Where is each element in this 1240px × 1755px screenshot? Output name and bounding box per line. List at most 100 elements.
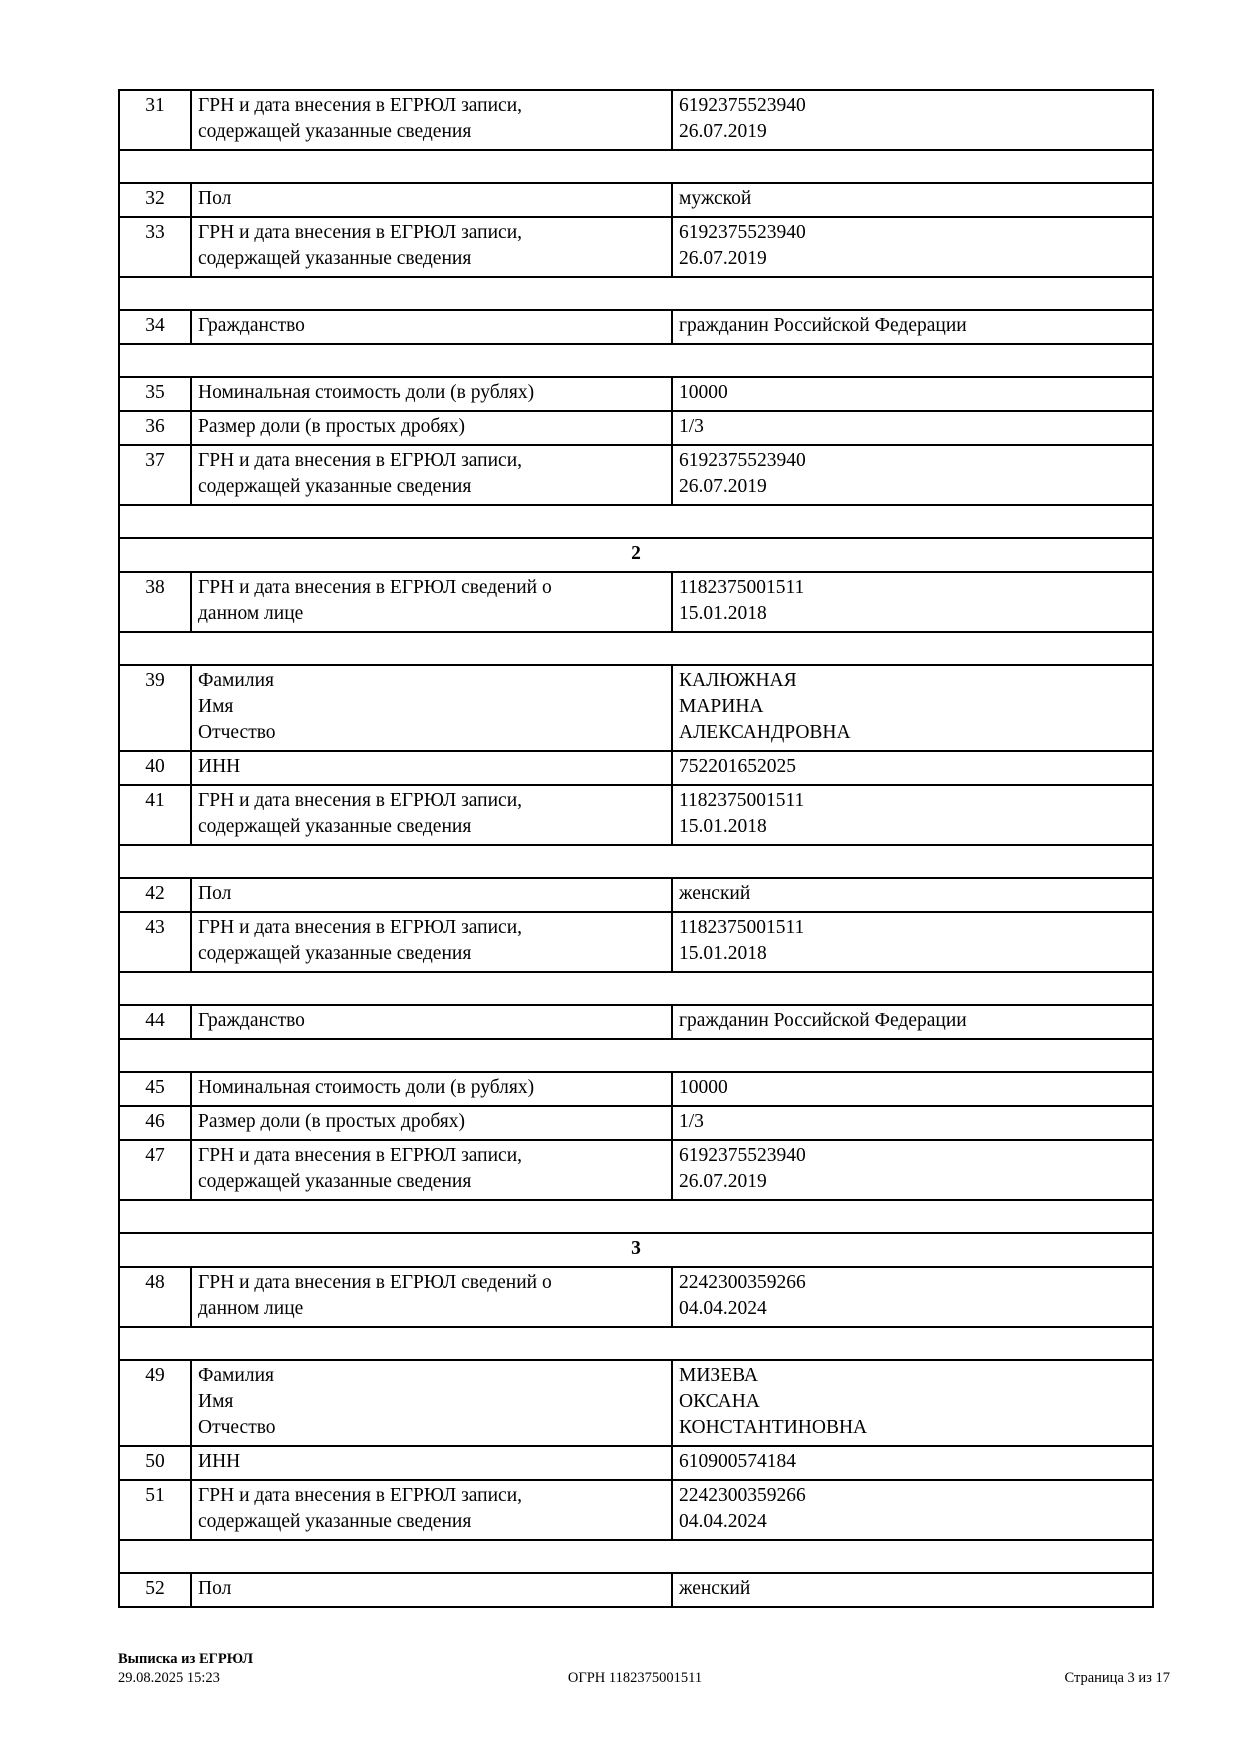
row-number-cell: 37 — [118, 444, 192, 506]
spacer-row — [118, 844, 1154, 879]
row-number-cell: 36 — [118, 410, 192, 446]
spacer-row — [118, 343, 1154, 378]
table-row: 50 ИНН 610900574184 — [118, 1445, 1154, 1481]
spacer-row — [118, 1326, 1154, 1361]
row-value-cell: женский — [671, 1572, 1154, 1608]
footer-left-block: Выписка из ЕГРЮЛ 29.08.2025 15:23 — [118, 1650, 253, 1688]
spacer-row — [118, 149, 1154, 184]
spacer-cell — [118, 844, 1154, 879]
row-value-cell: 1182375001511 15.01.2018 — [671, 571, 1154, 633]
row-value-cell: 10000 — [671, 376, 1154, 412]
row-number-cell: 44 — [118, 1004, 192, 1040]
row-value-cell: 2242300359266 04.04.2024 — [671, 1479, 1154, 1541]
row-label-cell: Пол — [190, 182, 673, 218]
row-number-cell: 48 — [118, 1266, 192, 1328]
group-header-row: 2 — [118, 537, 1154, 573]
row-value-cell: 752201652025 — [671, 750, 1154, 786]
spacer-cell — [118, 1326, 1154, 1361]
spacer-cell — [118, 1038, 1154, 1073]
row-value-cell: 1182375001511 15.01.2018 — [671, 911, 1154, 973]
row-number-cell: 51 — [118, 1479, 192, 1541]
row-label-cell: ГРН и дата внесения в ЕГРЮЛ записи, соде… — [190, 89, 673, 151]
row-value-cell: КАЛЮЖНАЯ МАРИНА АЛЕКСАНДРОВНА — [671, 664, 1154, 752]
footer-page-number: Страница 3 из 17 — [1064, 1670, 1170, 1686]
row-label-cell: ГРН и дата внесения в ЕГРЮЛ записи, соде… — [190, 1479, 673, 1541]
row-value-cell: МИЗЕВА ОКСАНА КОНСТАНТИНОВНА — [671, 1359, 1154, 1447]
row-value-cell: гражданин Российской Федерации — [671, 309, 1154, 345]
row-value-cell: 6192375523940 26.07.2019 — [671, 444, 1154, 506]
row-value-cell: 6192375523940 26.07.2019 — [671, 89, 1154, 151]
row-label-cell: Гражданство — [190, 309, 673, 345]
row-label-cell: Фамилия Имя Отчество — [190, 1359, 673, 1447]
row-label-cell: Размер доли (в простых дробях) — [190, 410, 673, 446]
row-number-cell: 45 — [118, 1071, 192, 1107]
row-label-cell: Номинальная стоимость доли (в рублях) — [190, 1071, 673, 1107]
footer-ogrn: ОГРН 1182375001511 — [567, 1670, 703, 1686]
table-row: 49 Фамилия Имя Отчество МИЗЕВА ОКСАНА КОНС… — [118, 1359, 1154, 1447]
group-number: 3 — [118, 1232, 1154, 1268]
group-number: 2 — [118, 537, 1154, 573]
row-label-cell: ГРН и дата внесения в ЕГРЮЛ сведений о д… — [190, 571, 673, 633]
row-number-cell: 39 — [118, 664, 192, 752]
spacer-cell — [118, 1539, 1154, 1574]
row-number-cell: 47 — [118, 1139, 192, 1201]
spacer-cell — [118, 1199, 1154, 1234]
table-row: 47 ГРН и дата внесения в ЕГРЮЛ записи, со… — [118, 1139, 1154, 1201]
row-number-cell: 49 — [118, 1359, 192, 1447]
spacer-row — [118, 1539, 1154, 1574]
row-number-cell: 32 — [118, 182, 192, 218]
spacer-row — [118, 1199, 1154, 1234]
row-label-cell: ГРН и дата внесения в ЕГРЮЛ записи, соде… — [190, 911, 673, 973]
table-row: 40 ИНН 752201652025 — [118, 750, 1154, 786]
row-label-cell: Фамилия Имя Отчество — [190, 664, 673, 752]
row-value-cell: 6192375523940 26.07.2019 — [671, 216, 1154, 278]
row-number-cell: 34 — [118, 309, 192, 345]
group-header-row: 3 — [118, 1232, 1154, 1268]
row-number-cell: 38 — [118, 571, 192, 633]
spacer-row — [118, 504, 1154, 539]
row-label-cell: ГРН и дата внесения в ЕГРЮЛ сведений о д… — [190, 1266, 673, 1328]
row-value-cell: 2242300359266 04.04.2024 — [671, 1266, 1154, 1328]
table-row: 52 Пол женский — [118, 1572, 1154, 1608]
row-number-cell: 50 — [118, 1445, 192, 1481]
row-value-cell: 1/3 — [671, 410, 1154, 446]
table-row: 32 Пол мужской — [118, 182, 1154, 218]
spacer-cell — [118, 631, 1154, 666]
row-label-cell: Гражданство — [190, 1004, 673, 1040]
row-label-cell: ГРН и дата внесения в ЕГРЮЛ записи, соде… — [190, 444, 673, 506]
row-number-cell: 46 — [118, 1105, 192, 1141]
footer-doc-name: Выписка из ЕГРЮЛ — [118, 1651, 254, 1667]
table-row: 51 ГРН и дата внесения в ЕГРЮЛ записи, со… — [118, 1479, 1154, 1541]
table-row: 37 ГРН и дата внесения в ЕГРЮЛ записи, со… — [118, 444, 1154, 506]
table-row: 43 ГРН и дата внесения в ЕГРЮЛ записи, со… — [118, 911, 1154, 973]
row-label-cell: Размер доли (в простых дробях) — [190, 1105, 673, 1141]
row-label-cell: Пол — [190, 877, 673, 913]
page-footer: Выписка из ЕГРЮЛ 29.08.2025 15:23 ОГРН 1… — [0, 1650, 1240, 1696]
row-value-cell: гражданин Российской Федерации — [671, 1004, 1154, 1040]
spacer-row — [118, 1038, 1154, 1073]
row-label-cell: ГРН и дата внесения в ЕГРЮЛ записи, соде… — [190, 216, 673, 278]
row-label-cell: ИНН — [190, 750, 673, 786]
table-row: 39 Фамилия Имя Отчество КАЛЮЖНАЯ МАРИНА АЛ… — [118, 664, 1154, 752]
table-row: 45 Номинальная стоимость доли (в рублях) 1… — [118, 1071, 1154, 1107]
table-row: 35 Номинальная стоимость доли (в рублях) 1… — [118, 376, 1154, 412]
table-row: 41 ГРН и дата внесения в ЕГРЮЛ записи, со… — [118, 784, 1154, 846]
table-row: 36 Размер доли (в простых дробях) 1/3 — [118, 410, 1154, 446]
row-value-cell: мужской — [671, 182, 1154, 218]
table-row: 44 Гражданство гражданин Российской Федера… — [118, 1004, 1154, 1040]
spacer-cell — [118, 504, 1154, 539]
spacer-cell — [118, 971, 1154, 1006]
spacer-row — [118, 276, 1154, 311]
row-number-cell: 31 — [118, 89, 192, 151]
row-number-cell: 52 — [118, 1572, 192, 1608]
table-row: 42 Пол женский — [118, 877, 1154, 913]
spacer-cell — [118, 149, 1154, 184]
spacer-cell — [118, 343, 1154, 378]
row-number-cell: 40 — [118, 750, 192, 786]
table-row: 38 ГРН и дата внесения в ЕГРЮЛ сведений о… — [118, 571, 1154, 633]
row-value-cell: 10000 — [671, 1071, 1154, 1107]
row-number-cell: 43 — [118, 911, 192, 973]
row-value-cell: 6192375523940 26.07.2019 — [671, 1139, 1154, 1201]
footer-timestamp: 29.08.2025 15:23 — [118, 1670, 220, 1686]
